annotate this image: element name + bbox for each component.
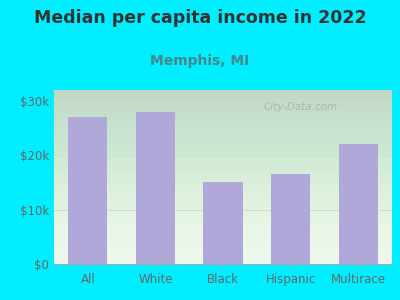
- Bar: [271, 174, 310, 264]
- Bar: [338, 144, 378, 264]
- Bar: [136, 112, 175, 264]
- Bar: [68, 117, 108, 264]
- Text: Median per capita income in 2022: Median per capita income in 2022: [34, 9, 366, 27]
- Bar: [203, 182, 243, 264]
- Text: Memphis, MI: Memphis, MI: [150, 54, 250, 68]
- Text: City-Data.com: City-Data.com: [264, 102, 338, 112]
